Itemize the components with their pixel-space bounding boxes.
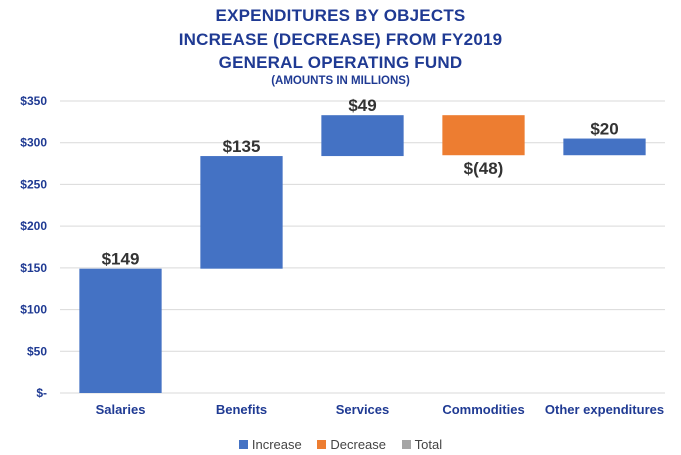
bar-3	[321, 115, 404, 157]
y-tick-label-4: $200	[20, 219, 47, 233]
legend-label-increase: Increase	[251, 437, 302, 452]
legend: Increase Decrease Total	[0, 437, 681, 452]
bar-2	[200, 156, 283, 269]
bar-5	[563, 138, 646, 156]
data-label-2: $135	[223, 137, 261, 156]
legend-label-decrease: Decrease	[330, 437, 387, 452]
y-tick-label-0: $-	[36, 386, 47, 400]
y-tick-label-3: $150	[20, 261, 47, 275]
y-tick-label-7: $350	[20, 94, 47, 108]
bar-1	[79, 268, 162, 393]
y-tick-label-6: $300	[20, 136, 47, 150]
chart-title-line-3: GENERAL OPERATING FUND	[218, 53, 463, 72]
x-tick-label-5: Other expenditures	[545, 402, 664, 417]
bars	[79, 115, 646, 393]
y-tick-label-2: $100	[20, 303, 47, 317]
x-tick-label-3: Services	[336, 402, 390, 417]
y-axis: $- $50 $100 $150 $200 $250 $300 $350	[20, 94, 47, 400]
legend-swatch-total	[401, 440, 411, 449]
data-label-1: $149	[102, 250, 140, 269]
chart-subtitle: (AMOUNTS IN MILLIONS)	[271, 75, 410, 87]
data-labels: $149 $135 $49 $(48) $20	[102, 96, 619, 269]
bar-4	[442, 115, 525, 156]
x-tick-label-1: Salaries	[96, 402, 146, 417]
legend-item-decrease: Decrease	[317, 437, 386, 452]
y-tick-label-5: $250	[20, 177, 47, 191]
chart-title-line-2: INCREASE (DECREASE) FROM FY2019	[178, 30, 503, 49]
x-tick-label-2: Benefits	[216, 402, 267, 417]
x-tick-label-4: Commodities	[442, 402, 524, 417]
x-axis: Salaries Benefits Services Commodities Other…	[96, 402, 665, 417]
data-label-5: $20	[590, 120, 618, 139]
legend-item-increase: Increase	[238, 437, 302, 452]
y-tick-label-1: $50	[27, 344, 47, 358]
chart-title-line-1: EXPENDITURES BY OBJECTS	[215, 6, 466, 25]
legend-swatch-decrease	[317, 440, 327, 449]
data-label-3: $49	[348, 96, 376, 115]
legend-item-total: Total	[401, 437, 443, 452]
legend-swatch-increase	[238, 440, 248, 449]
data-label-4: $(48)	[464, 159, 504, 178]
waterfall-chart: $- $50 $100 $150 $200 $250 $300 $350 $149 $135 $4…	[20, 94, 665, 417]
legend-label-total: Total	[414, 437, 443, 452]
